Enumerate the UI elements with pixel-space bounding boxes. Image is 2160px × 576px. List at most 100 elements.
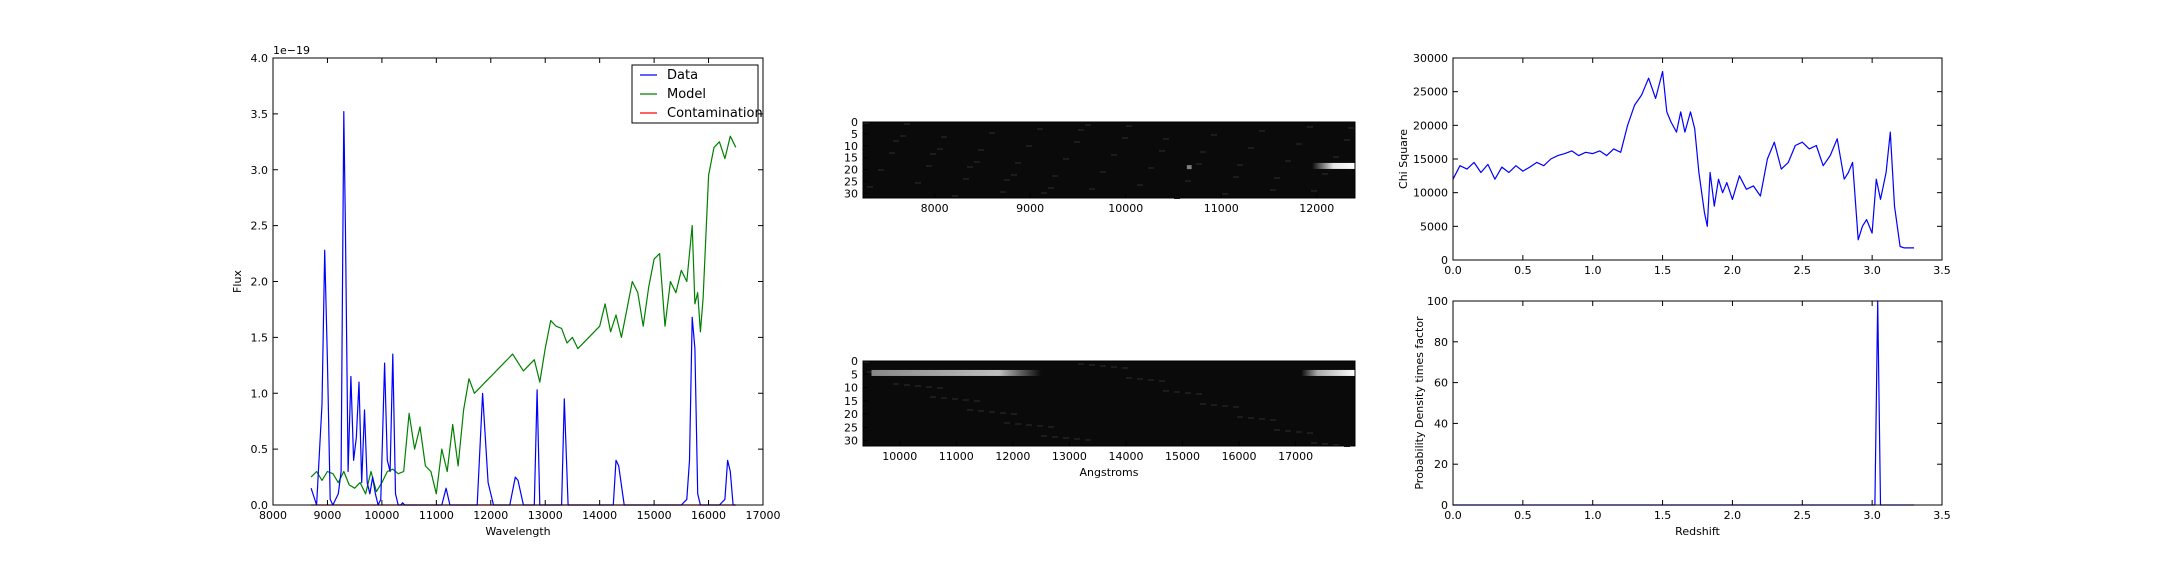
spec2d-bottom-noise xyxy=(863,361,869,363)
spec2d-top-noise xyxy=(1004,179,1010,181)
spec2d-bottom-xtick-label: 11000 xyxy=(939,450,974,463)
spec2d-top-background xyxy=(863,122,1355,198)
spec2d-bottom-noise xyxy=(963,399,969,401)
flux-ytick-label: 3.0 xyxy=(251,164,269,177)
spec2d-bottom-noise xyxy=(1041,435,1047,437)
spec2d-top-noise xyxy=(1322,173,1328,175)
spec2d-top-noise xyxy=(893,140,899,142)
spec2d-top-xtick-label: 8000 xyxy=(921,202,949,215)
flux-ytick-label: 3.5 xyxy=(251,108,269,121)
spec2d-bottom-noise xyxy=(1100,365,1106,367)
spec2d-top-noise xyxy=(1085,124,1091,126)
spec2d-bottom-noise xyxy=(1307,432,1313,434)
flux-xtick-label: 17000 xyxy=(746,509,781,522)
spec2d-top-noise xyxy=(1274,177,1280,179)
spec2d-bottom-ytick-label: 15 xyxy=(844,395,858,408)
spec2d-bottom-noise xyxy=(1089,364,1095,366)
flux-ytick-label: 0.5 xyxy=(251,443,269,456)
pdf-ytick-label: 40 xyxy=(1434,417,1448,430)
spec2d-top-noise xyxy=(1163,138,1169,140)
spec2d-bottom-xtick-label: 13000 xyxy=(1052,450,1087,463)
spec2d-top-noise xyxy=(915,182,921,184)
spec2d-bottom-noise xyxy=(941,397,947,399)
spec2d-bottom-noise xyxy=(904,384,910,386)
flux-xtick-label: 13000 xyxy=(528,509,563,522)
chisq-ytick-label: 15000 xyxy=(1413,153,1448,166)
spec2d-bottom-noise xyxy=(1048,426,1054,428)
spec2d-bottom-noise xyxy=(1159,380,1165,382)
spec2d-bottom-ytick-label: 30 xyxy=(844,435,858,448)
spec2d-top-noise xyxy=(889,152,895,154)
flux-series-model-line xyxy=(310,135,737,495)
spec2d-bottom-noise xyxy=(1174,391,1180,393)
spec2d-bottom-noise xyxy=(1126,377,1132,379)
spec2d-top-noise xyxy=(1000,191,1006,193)
pdf-xtick-label: 2.0 xyxy=(1724,509,1742,522)
spec2d-top-noise xyxy=(1233,176,1239,178)
spec2d-top-noise xyxy=(1159,150,1165,152)
spec2d-top-noise xyxy=(1296,143,1302,145)
spec2d-bottom-noise xyxy=(989,411,995,413)
spec2d-bottom-xtick-label: 15000 xyxy=(1165,450,1200,463)
plot-text: 8000 9000 10000 11000 12000 13000 14000 15000 16… xyxy=(231,44,1951,538)
flux-xtick-label: 12000 xyxy=(473,509,508,522)
pdf-ytick-label: 100 xyxy=(1427,295,1448,308)
spec2d-top-noise xyxy=(1185,180,1191,182)
spec2d-top-noise xyxy=(1285,160,1291,162)
spec2d-bottom-noise xyxy=(1259,418,1265,420)
spec2d-top-noise xyxy=(989,132,995,134)
spec2d-top-noise xyxy=(867,186,873,188)
spec2d-top-ytick-label: 30 xyxy=(844,187,858,200)
pdf-ytick-label: 20 xyxy=(1434,458,1448,471)
flux-xtick-label: 11000 xyxy=(419,509,454,522)
flux-ytick-label: 2.5 xyxy=(251,220,269,233)
spec2d-bottom-noise xyxy=(1000,412,1006,414)
flux-ytick-label: 1.5 xyxy=(251,331,269,344)
spec2d-top-noise xyxy=(930,153,936,155)
spec2d-bottom-noise xyxy=(1111,366,1117,368)
chisq-ytick-label: 10000 xyxy=(1413,187,1448,200)
spec2d-bottom-noise xyxy=(930,396,936,398)
spec2d-bottom-xtick-label: 17000 xyxy=(1278,450,1313,463)
spec2d-top-noise xyxy=(1052,175,1058,177)
spectrum-images xyxy=(863,122,1355,447)
spec2d-top-noise xyxy=(1037,128,1043,130)
flux-xtick-label: 10000 xyxy=(364,509,399,522)
spec2d-top-noise xyxy=(900,135,906,137)
spec2d-bottom-ytick-label: 0 xyxy=(851,355,858,368)
chisq-xtick-label: 0.5 xyxy=(1514,264,1532,277)
pdf-xtick-label: 3.0 xyxy=(1863,509,1881,522)
spec2d-top-noise xyxy=(1311,190,1317,192)
flux-series-data-line xyxy=(310,110,736,506)
spec2d-bottom-ytick-label: 5 xyxy=(851,368,858,381)
flux-xtick-label: 16000 xyxy=(691,509,726,522)
pdf-xtick-label: 1.0 xyxy=(1584,509,1602,522)
spec2d-top-xtick-label: 12000 xyxy=(1299,202,1334,215)
spec2d-top-noise xyxy=(1333,156,1339,158)
flux-xlabel: Wavelength xyxy=(485,525,550,538)
spec2d-bottom-noise xyxy=(1248,417,1254,419)
flux-xtick-label: 9000 xyxy=(313,509,341,522)
chisq-series-0-line xyxy=(1452,70,1915,249)
spec2d-top-noise xyxy=(1041,192,1047,194)
spec2d-bottom-ytick-label: 20 xyxy=(844,408,858,421)
flux-offset-text: 1e−19 xyxy=(273,44,310,57)
spec2d-bottom-noise xyxy=(1074,438,1080,440)
spec2d-top-ytick-label: 20 xyxy=(844,164,858,177)
chisq-xtick-label: 3.5 xyxy=(1933,264,1951,277)
spec2d-top-ytick-label: 5 xyxy=(851,128,858,141)
spec2d-top-xtick-label: 9000 xyxy=(1016,202,1044,215)
spec2d-top-noise xyxy=(878,169,884,171)
spec2d-bottom-xtick-label: 12000 xyxy=(995,450,1030,463)
pdf-xtick-label: 3.5 xyxy=(1933,509,1951,522)
spec2d-top-xtick-label: 10000 xyxy=(1108,202,1143,215)
flux-xtick-label: 15000 xyxy=(637,509,672,522)
spec2d-bottom-bright-feature xyxy=(871,369,1042,376)
legend-label-contamination: Contamination xyxy=(667,106,763,121)
spec2d-top-frame xyxy=(862,121,1356,199)
chisq-xtick-label: 0.0 xyxy=(1444,264,1462,277)
spec2d-top-bright-feature xyxy=(1312,162,1355,169)
spec2d-top-noise xyxy=(1074,141,1080,143)
pdf-xtick-label: 2.5 xyxy=(1794,509,1812,522)
